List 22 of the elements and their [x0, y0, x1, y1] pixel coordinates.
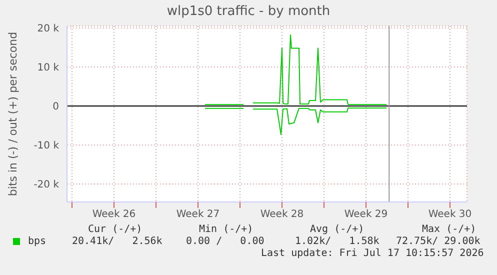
x-tick-label: Week 30 — [428, 209, 472, 220]
text: 1.02k/ 1.58k — [295, 236, 380, 247]
y-tick-label: 10 k — [37, 62, 60, 74]
text: Max (-/+) — [422, 224, 476, 235]
text: Avg (-/+) — [310, 224, 364, 235]
y-axis-title: bits in (-) / out (+) per second — [6, 32, 20, 196]
text: Last update: Fri Jul 17 10:15:57 2026 — [261, 248, 484, 259]
text: Min (-/+) — [199, 224, 254, 235]
y-tick-label: 0 — [52, 102, 59, 113]
x-tick-label: Week 27 — [176, 209, 220, 220]
y-tick-label: 20 k — [37, 24, 60, 34]
text: 72.75k/ 29.00k — [396, 236, 480, 247]
x-tick-label: Week 26 — [92, 209, 136, 220]
x-tick-label: Week 29 — [344, 209, 388, 220]
text: 0.00 / 0.00 — [186, 236, 264, 247]
x-tick-label: Week 28 — [260, 209, 304, 220]
chart-title: wlp1s0 traffic - by month — [166, 4, 332, 19]
text: 20.41k/ 2.56k — [72, 236, 162, 247]
text: Cur (-/+) — [88, 224, 142, 235]
y-tick-label: -20 k — [34, 180, 60, 191]
legend-label: bps — [27, 236, 46, 247]
y-tick-label: -10 k — [34, 140, 60, 152]
